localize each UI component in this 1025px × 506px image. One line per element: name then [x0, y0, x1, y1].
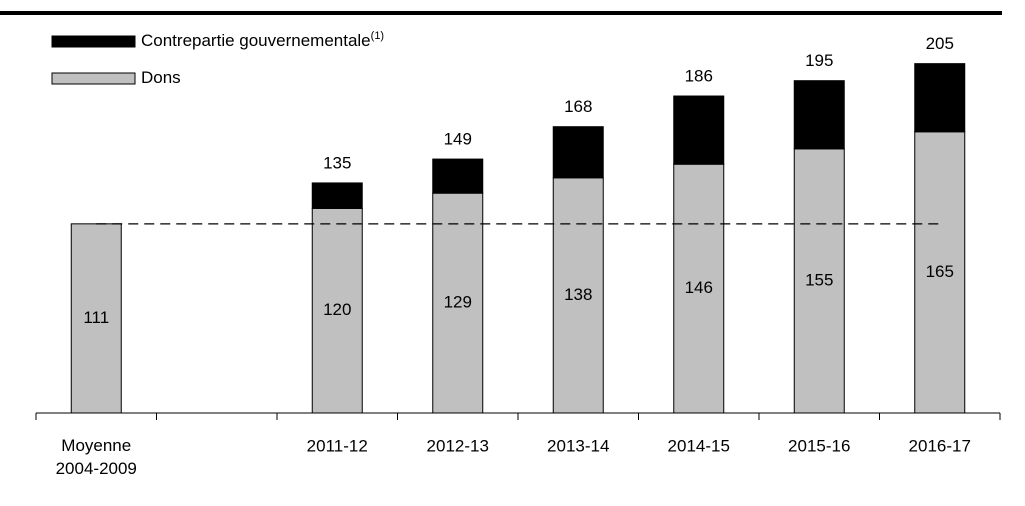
legend-swatch	[51, 35, 136, 48]
top-rule	[0, 11, 1002, 15]
bar-segment	[793, 148, 845, 414]
value-label: 20	[448, 166, 467, 185]
bar-segment	[673, 95, 725, 165]
value-label: 40	[810, 104, 829, 123]
value-label: 129	[444, 293, 472, 312]
value-label: 146	[685, 278, 713, 297]
x-tick-label: 2015-16	[788, 436, 850, 455]
x-tick-label: 2012-13	[427, 436, 489, 455]
total-label: 195	[805, 51, 833, 70]
value-label: 138	[564, 285, 592, 304]
value-label: 40	[930, 87, 949, 106]
total-label: 205	[926, 34, 954, 53]
legend-text: Contrepartie gouvernementale	[141, 31, 371, 50]
bar-segment	[432, 192, 484, 414]
legend-label: Contrepartie gouvernementale(1)	[141, 30, 384, 51]
x-tick-line: 2004-2009	[56, 459, 137, 478]
x-tick-label: 2014-15	[668, 436, 730, 455]
value-label: 111	[83, 308, 109, 327]
value-label: 40	[689, 120, 708, 139]
total-label: 149	[444, 130, 472, 149]
bar-segment	[914, 131, 966, 414]
legend-swatch	[51, 72, 136, 85]
bar-segment	[311, 208, 363, 414]
legend-footnote: (1)	[371, 30, 384, 42]
value-label: 15	[328, 185, 347, 204]
legend-label: Dons	[141, 68, 181, 87]
bar-segment	[552, 126, 604, 179]
bar-segment	[552, 177, 604, 414]
x-tick-line: Moyenne	[61, 436, 131, 455]
x-tick-label: 2016-17	[909, 436, 971, 455]
x-tick-label: 2011-12	[307, 436, 368, 455]
bar-segment	[70, 223, 122, 414]
legend-text: Dons	[141, 68, 181, 87]
bar-segment	[673, 163, 725, 414]
bar-segment	[914, 63, 966, 133]
bar-segment	[793, 80, 845, 150]
total-label: 135	[323, 153, 351, 172]
bar-segment	[311, 182, 363, 209]
total-label: 186	[685, 67, 713, 86]
x-tick-label: Moyenne 2004-2009	[56, 436, 137, 478]
value-label: 30	[569, 142, 588, 161]
x-tick-label: 2013-14	[547, 436, 609, 455]
value-label: 155	[805, 270, 833, 289]
value-label: 120	[323, 300, 351, 319]
value-label: 165	[926, 262, 954, 281]
total-label: 168	[564, 97, 592, 116]
bar-segment	[432, 158, 484, 194]
